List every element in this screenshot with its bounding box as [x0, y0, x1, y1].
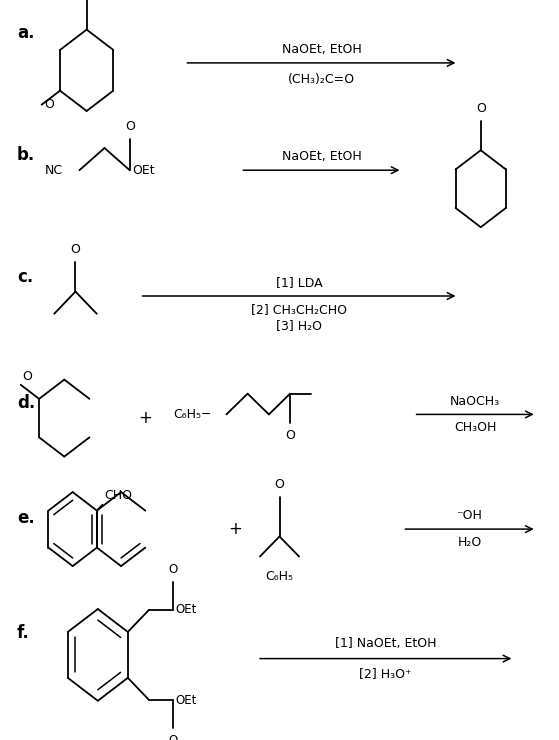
Text: c.: c. [17, 269, 33, 286]
Text: +: + [139, 409, 152, 427]
Text: OEt: OEt [176, 603, 197, 616]
Text: NaOEt, EtOH: NaOEt, EtOH [282, 150, 361, 164]
Text: (CH₃)₂C=O: (CH₃)₂C=O [288, 73, 355, 86]
Text: +: + [228, 520, 241, 538]
Text: O: O [44, 98, 54, 111]
Text: f.: f. [17, 624, 30, 642]
Text: NaOCH₃: NaOCH₃ [450, 394, 500, 408]
Text: CH₃OH: CH₃OH [454, 421, 496, 434]
Text: O: O [168, 734, 177, 740]
Text: OEt: OEt [132, 164, 155, 177]
Text: O: O [274, 478, 285, 491]
Text: [3] H₂O: [3] H₂O [276, 319, 322, 332]
Text: C₆H₅: C₆H₅ [266, 570, 293, 583]
Text: O: O [70, 243, 80, 256]
Text: NaOEt, EtOH: NaOEt, EtOH [282, 43, 361, 56]
Text: [1] LDA: [1] LDA [276, 276, 323, 289]
Text: ⁻OH: ⁻OH [457, 509, 482, 522]
Text: O: O [125, 120, 135, 133]
Text: [2] H₃O⁺: [2] H₃O⁺ [359, 667, 412, 680]
Text: O: O [285, 429, 295, 443]
Text: H₂O: H₂O [457, 536, 482, 549]
Text: O: O [22, 369, 32, 383]
Text: O: O [476, 101, 486, 115]
Text: d.: d. [17, 394, 35, 412]
Text: O: O [168, 562, 177, 576]
Text: [1] NaOEt, EtOH: [1] NaOEt, EtOH [335, 637, 437, 650]
Text: a.: a. [17, 24, 34, 42]
Text: NC: NC [45, 164, 63, 177]
Text: e.: e. [17, 509, 35, 527]
Text: C₆H₅−: C₆H₅− [173, 408, 212, 421]
Text: CHO: CHO [105, 488, 132, 502]
Text: b.: b. [17, 147, 35, 164]
Text: [2] CH₃CH₂CHO: [2] CH₃CH₂CHO [251, 303, 347, 316]
Text: OEt: OEt [176, 693, 197, 707]
